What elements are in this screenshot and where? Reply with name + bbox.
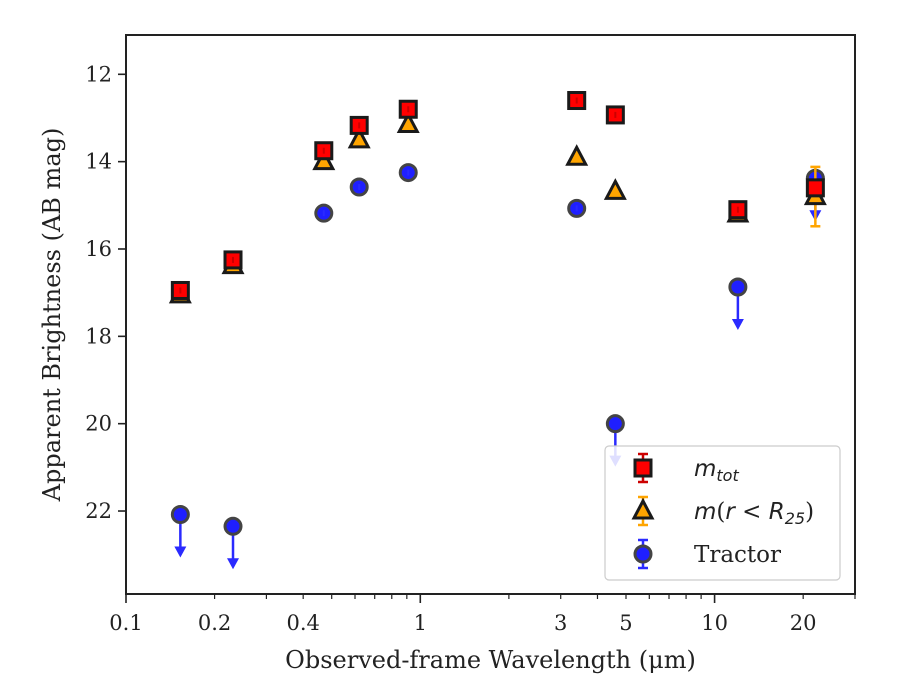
data-point — [314, 203, 334, 223]
legend-entry: Tractor — [633, 538, 781, 570]
data-point — [396, 111, 420, 134]
x-tick-label: 3 — [554, 611, 567, 635]
legend-entry: m(r < R25) — [631, 495, 814, 528]
series-circle — [170, 163, 825, 570]
data-point — [349, 115, 369, 135]
data-point — [170, 280, 190, 300]
data-point — [398, 163, 418, 183]
y-tick-label: 16 — [85, 237, 112, 261]
legend-label-part: ) — [805, 499, 814, 525]
y-tick-label: 22 — [85, 499, 112, 523]
y-tick-label: 20 — [85, 412, 112, 436]
legend-label: Tractor — [694, 542, 781, 568]
data-point — [347, 126, 371, 149]
data-point — [398, 99, 418, 119]
x-tick-label: 0.4 — [286, 611, 319, 635]
circle-marker — [223, 516, 243, 536]
legend-circle-marker — [633, 544, 653, 564]
square-marker — [805, 178, 825, 198]
data-point — [223, 250, 243, 270]
legend-label-part: < — [735, 499, 769, 525]
x-tick-label: 0.2 — [198, 611, 231, 635]
x-tick-label: 20 — [790, 611, 817, 635]
x-axis: 0.1 0.2 0.4 1 3 5 10 20 — [109, 594, 856, 635]
legend-label-part: r — [725, 499, 736, 525]
legend-label: m(r < R25) — [694, 499, 814, 528]
data-point — [603, 178, 627, 200]
circle-marker — [170, 505, 190, 525]
legend-label-part: m — [694, 499, 716, 525]
circle-marker — [728, 277, 748, 297]
x-tick-label: 0.1 — [109, 611, 142, 635]
legend-entry: mtot — [633, 452, 739, 485]
upper-limit-arrowhead — [174, 546, 187, 558]
data-point — [349, 177, 369, 197]
legend-label-part: Tractor — [694, 542, 781, 568]
x-tick-label: 5 — [619, 611, 632, 635]
legend-box — [604, 445, 841, 581]
series-triangle — [168, 111, 827, 304]
data-point — [567, 198, 587, 218]
data-point — [170, 505, 190, 558]
y-tick-label: 12 — [85, 62, 112, 86]
data-point — [605, 105, 625, 125]
upper-limit-arrowhead — [731, 318, 744, 330]
data-point — [805, 178, 825, 198]
y-axis-label: Apparent Brightness (AB mag) — [38, 128, 66, 503]
data-point — [728, 277, 748, 330]
legend-label-part: ( — [716, 499, 725, 525]
legend-label-part: m — [694, 456, 716, 482]
legend-label-part: 25 — [785, 509, 805, 528]
y-tick-label: 18 — [85, 324, 112, 348]
data-point — [567, 91, 587, 111]
legend-square-marker — [633, 458, 653, 478]
x-tick-label: 10 — [701, 611, 728, 635]
legend-triangle-marker — [631, 497, 655, 520]
legend-label-part: R — [769, 499, 785, 525]
y-axis: 12 14 16 18 20 22 — [85, 62, 126, 523]
circle-marker — [605, 414, 625, 434]
y-tick-label: 14 — [85, 150, 112, 174]
x-axis-label: Observed-frame Wavelength (μm) — [285, 646, 696, 674]
data-point — [565, 144, 589, 166]
data-points — [168, 91, 827, 570]
series-square — [170, 91, 825, 300]
plot-frame — [125, 34, 856, 595]
upper-limit-arrowhead — [227, 558, 240, 570]
legend-label: mtot — [694, 456, 739, 485]
data-point — [314, 141, 334, 161]
legend-label-part: tot — [716, 466, 739, 485]
data-point — [223, 516, 243, 570]
data-point — [728, 200, 748, 220]
x-tick-label: 1 — [414, 611, 427, 635]
